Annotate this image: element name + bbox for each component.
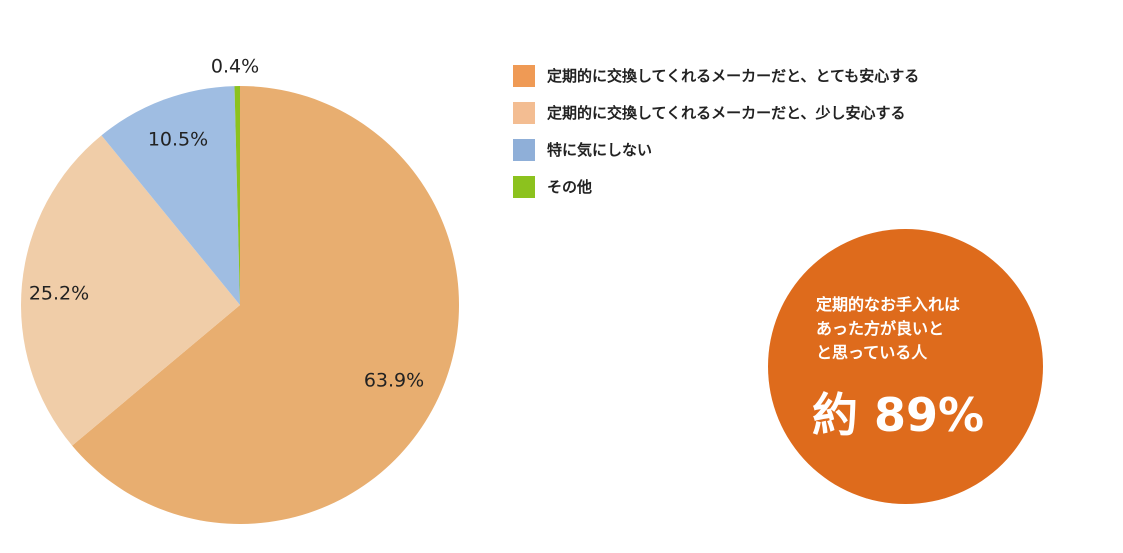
legend-label: 特に気にしない	[547, 141, 653, 159]
legend-swatch	[513, 64, 535, 87]
callout-figure: 約 89%	[812, 388, 985, 442]
data-label-somewhat-reassured: 25.2%	[29, 283, 89, 305]
callout-line: あった方が良いと	[816, 319, 945, 338]
callout-line: 定期的なお手入れは	[816, 295, 961, 314]
pie-slice-other	[234, 86, 240, 305]
legend-item-other: その他	[513, 175, 919, 198]
callout-line: と思っている人	[816, 343, 928, 362]
legend-swatch	[513, 175, 535, 198]
pie-slice-very-reassured	[72, 86, 460, 524]
pie-slice-somewhat-reassured	[21, 135, 241, 446]
legend: 定期的に交換してくれるメーカーだと、とても安心する 定期的に交換してくれるメーカ…	[513, 64, 920, 214]
data-label-dont-care: 10.5%	[148, 129, 208, 151]
legend-swatch	[513, 101, 535, 124]
legend-item-somewhat-reassured: 定期的に交換してくれるメーカーだと、少し安心する	[513, 101, 919, 124]
legend-swatch	[513, 138, 535, 161]
summary-callout-circle: 定期的なお手入れは あった方が良いと と思っている人 約 89%	[768, 229, 1043, 504]
legend-label: 定期的に交換してくれるメーカーだと、とても安心する	[547, 67, 920, 85]
pie-slice-dont-care	[101, 86, 240, 305]
legend-label: 定期的に交換してくれるメーカーだと、少し安心する	[547, 104, 906, 122]
legend-item-very-reassured: 定期的に交換してくれるメーカーだと、とても安心する	[513, 64, 920, 87]
data-label-very-reassured: 63.9%	[364, 370, 424, 392]
data-label-other: 0.4%	[211, 56, 259, 78]
legend-label: その他	[547, 178, 593, 196]
callout-caption: 定期的なお手入れは あった方が良いと と思っている人	[816, 293, 1026, 365]
legend-item-dont-care: 特に気にしない	[513, 138, 919, 161]
